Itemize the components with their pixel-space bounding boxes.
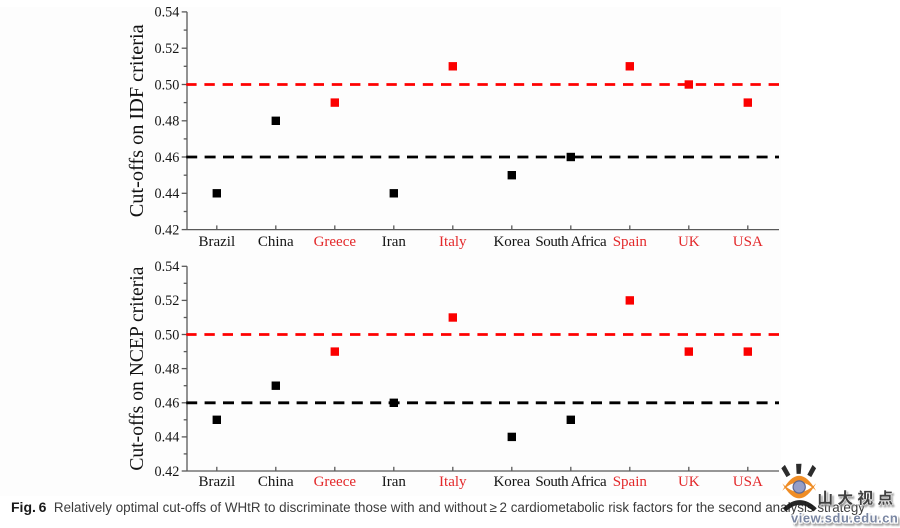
svg-text:0.46: 0.46 [154,396,179,412]
svg-text:view.sdu.edu.cn: view.sdu.edu.cn [791,510,898,525]
svg-text:0.50: 0.50 [154,327,179,343]
svg-text:0.52: 0.52 [154,41,179,57]
svg-text:Greece: Greece [314,234,357,250]
svg-text:China: China [258,474,294,490]
svg-text:0.52: 0.52 [154,293,179,309]
svg-text:Korea: Korea [493,474,530,490]
svg-text:South Africa: South Africa [535,234,607,250]
svg-text:0.42: 0.42 [154,464,179,480]
svg-text:0.44: 0.44 [154,186,179,202]
svg-text:Greece: Greece [314,474,357,490]
svg-text:0.42: 0.42 [154,222,179,238]
svg-text:South Africa: South Africa [535,474,607,490]
svg-text:Italy: Italy [439,474,467,490]
svg-text:UK: UK [678,474,700,490]
svg-text:Korea: Korea [493,234,530,250]
svg-text:Brazil: Brazil [198,234,235,250]
svg-text:0.48: 0.48 [154,114,179,130]
svg-text:USA: USA [733,474,763,490]
svg-text:Italy: Italy [439,234,467,250]
svg-text:USA: USA [733,234,763,250]
svg-text:0.44: 0.44 [154,430,179,446]
svg-text:Iran: Iran [382,474,407,490]
svg-text:0.50: 0.50 [154,77,179,93]
svg-text:0.46: 0.46 [154,150,179,166]
svg-text:Spain: Spain [613,234,648,250]
svg-text:Iran: Iran [382,234,407,250]
svg-text:0.54: 0.54 [154,5,179,21]
svg-text:Cut-offs on NCEP criteria: Cut-offs on NCEP criteria [127,266,148,470]
svg-text:Cut-offs on IDF criteria: Cut-offs on IDF criteria [126,24,148,217]
svg-text:Spain: Spain [613,474,648,490]
svg-text:0.48: 0.48 [154,361,179,377]
svg-text:China: China [258,234,294,250]
svg-text:UK: UK [678,234,700,250]
svg-text:0.54: 0.54 [154,259,179,275]
svg-text:Brazil: Brazil [198,474,235,490]
